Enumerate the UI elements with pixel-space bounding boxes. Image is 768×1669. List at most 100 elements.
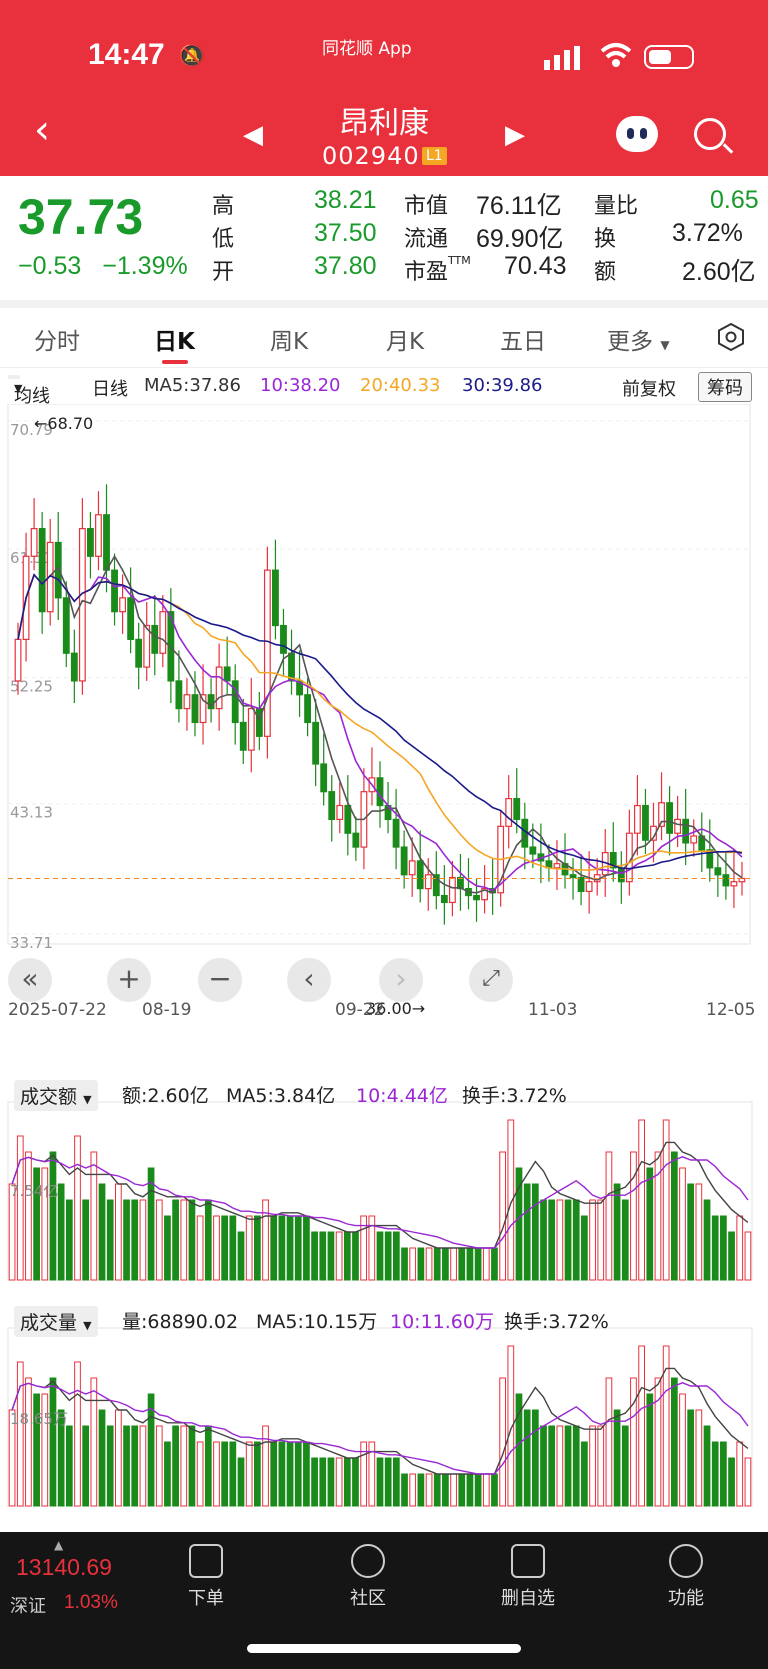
volume-bar [33,1393,40,1507]
volume-bar [343,1231,351,1281]
settings-hex-icon[interactable] [716,322,746,352]
nav-order[interactable]: 下单 [156,1544,256,1610]
zoom-in-icon[interactable]: + [107,958,151,1002]
pe-value: 70.43 [504,252,567,280]
adjust-label[interactable]: 前复权 [622,379,676,400]
volume-bar [188,1425,196,1507]
nav-remove-watchlist[interactable]: 删自选 [478,1544,578,1610]
tab-daily-k[interactable]: 日K [154,329,195,355]
volume-bar [164,1441,171,1507]
candle-body [392,818,400,848]
tab-five-day[interactable]: 五日 [500,329,546,355]
volume-bar [270,1215,278,1281]
candle-body [505,798,513,827]
volume-bar [172,1199,179,1281]
volume-bar [523,1409,531,1507]
scroll-left-icon[interactable]: ‹ [287,958,331,1002]
candle-body [424,874,432,890]
status-time: 14:47 [88,38,165,71]
candle-body [320,763,328,793]
next-stock-icon[interactable]: ▶ [505,120,525,150]
volume-bar [597,1425,605,1507]
volume-bar [368,1215,376,1281]
chip-button[interactable]: 筹码 [698,372,752,402]
candle-body [440,894,448,904]
candle-body [30,528,38,557]
volume-bar [564,1425,572,1507]
volume-bar [254,1441,261,1507]
volume-bar [106,1199,114,1281]
volume-bar [401,1247,408,1281]
expand-up-icon[interactable]: ▲ [54,1538,64,1552]
nav-functions[interactable]: 功能 [636,1544,736,1610]
volume-bar [450,1247,457,1281]
tab-weekly-k[interactable]: 周K [270,329,309,355]
volume-bar [711,1215,719,1281]
nav-community[interactable]: 社区 [318,1544,418,1610]
high-marker: ←68.70 [34,414,93,433]
candle-body [328,791,336,820]
volume-bar [654,1377,662,1507]
ma10-line [17,573,743,892]
volume-bar [736,1215,744,1281]
candle-body [288,652,295,682]
volume-bar [155,1425,163,1507]
volume-bar [172,1425,179,1507]
volume-bar [254,1215,261,1281]
search-icon[interactable] [694,118,726,150]
volume-bar [90,1151,98,1281]
volume-bar [376,1457,384,1507]
volume-bar [327,1457,335,1507]
robot-assistant-icon[interactable] [616,116,658,152]
volume-bar [703,1199,711,1281]
zoom-out-icon[interactable]: − [198,958,242,1002]
candle-body [119,597,127,613]
volume-bar [196,1441,204,1507]
volume-bar [409,1247,417,1281]
volume-bar [16,1361,24,1507]
volume-bar [98,1409,106,1507]
tab-more[interactable]: 更多 ▼ [607,329,670,355]
index-value[interactable]: 13140.69 [16,1554,112,1580]
volume-bar [679,1393,686,1507]
tab-monthly-k[interactable]: 月K [386,329,425,355]
volume-bar [531,1183,539,1281]
volume-bar [646,1167,654,1281]
collapse-icon[interactable]: « [8,958,52,1002]
volume-value: 量:68890.02 [122,1311,239,1333]
volume-bar [695,1409,703,1507]
remove-icon [511,1544,545,1578]
volume-dropdown[interactable]: 成交量 ▼ [14,1306,98,1337]
volume-bar [213,1215,220,1281]
volume-axis-label: 18.65万 [10,1410,68,1428]
candle-body [513,798,521,820]
ma10-label: 10:38.20 [260,375,341,396]
candle-body [336,804,344,820]
volume-bar [695,1183,703,1281]
back-icon[interactable]: ‹ [34,107,50,153]
tab-intraday[interactable]: 分时 [34,329,80,355]
volume-bar [474,1473,482,1507]
volume-bar [123,1199,130,1281]
volume-bar [311,1231,318,1281]
volume-turnover: 换手:3.72% [504,1311,609,1333]
volume-bar [57,1409,65,1507]
prev-stock-icon[interactable]: ◀ [243,120,263,150]
ma-dropdown[interactable]: 均线 ▼ [8,375,50,407]
candle-body [682,818,690,844]
high-label: 高 [212,194,235,219]
volume-bar [286,1215,294,1281]
candle-body [167,611,175,682]
scroll-right-icon[interactable]: › [379,958,423,1002]
vol-ma10-line [11,1382,749,1475]
low-value: 37.50 [314,219,377,247]
amount-dropdown[interactable]: 成交额 ▼ [14,1080,98,1111]
community-star-icon [351,1544,385,1578]
candle-body [432,874,440,897]
caret-down-icon: ▼ [660,338,670,352]
fullscreen-icon[interactable]: ⤢ [469,958,513,1002]
candlestick-chart[interactable]: 70.7961.5152.2543.1333.71←68.7036.00→202… [0,404,768,1024]
volume-bar [139,1199,147,1281]
volume-bar [229,1215,237,1281]
candle-body [175,680,183,710]
